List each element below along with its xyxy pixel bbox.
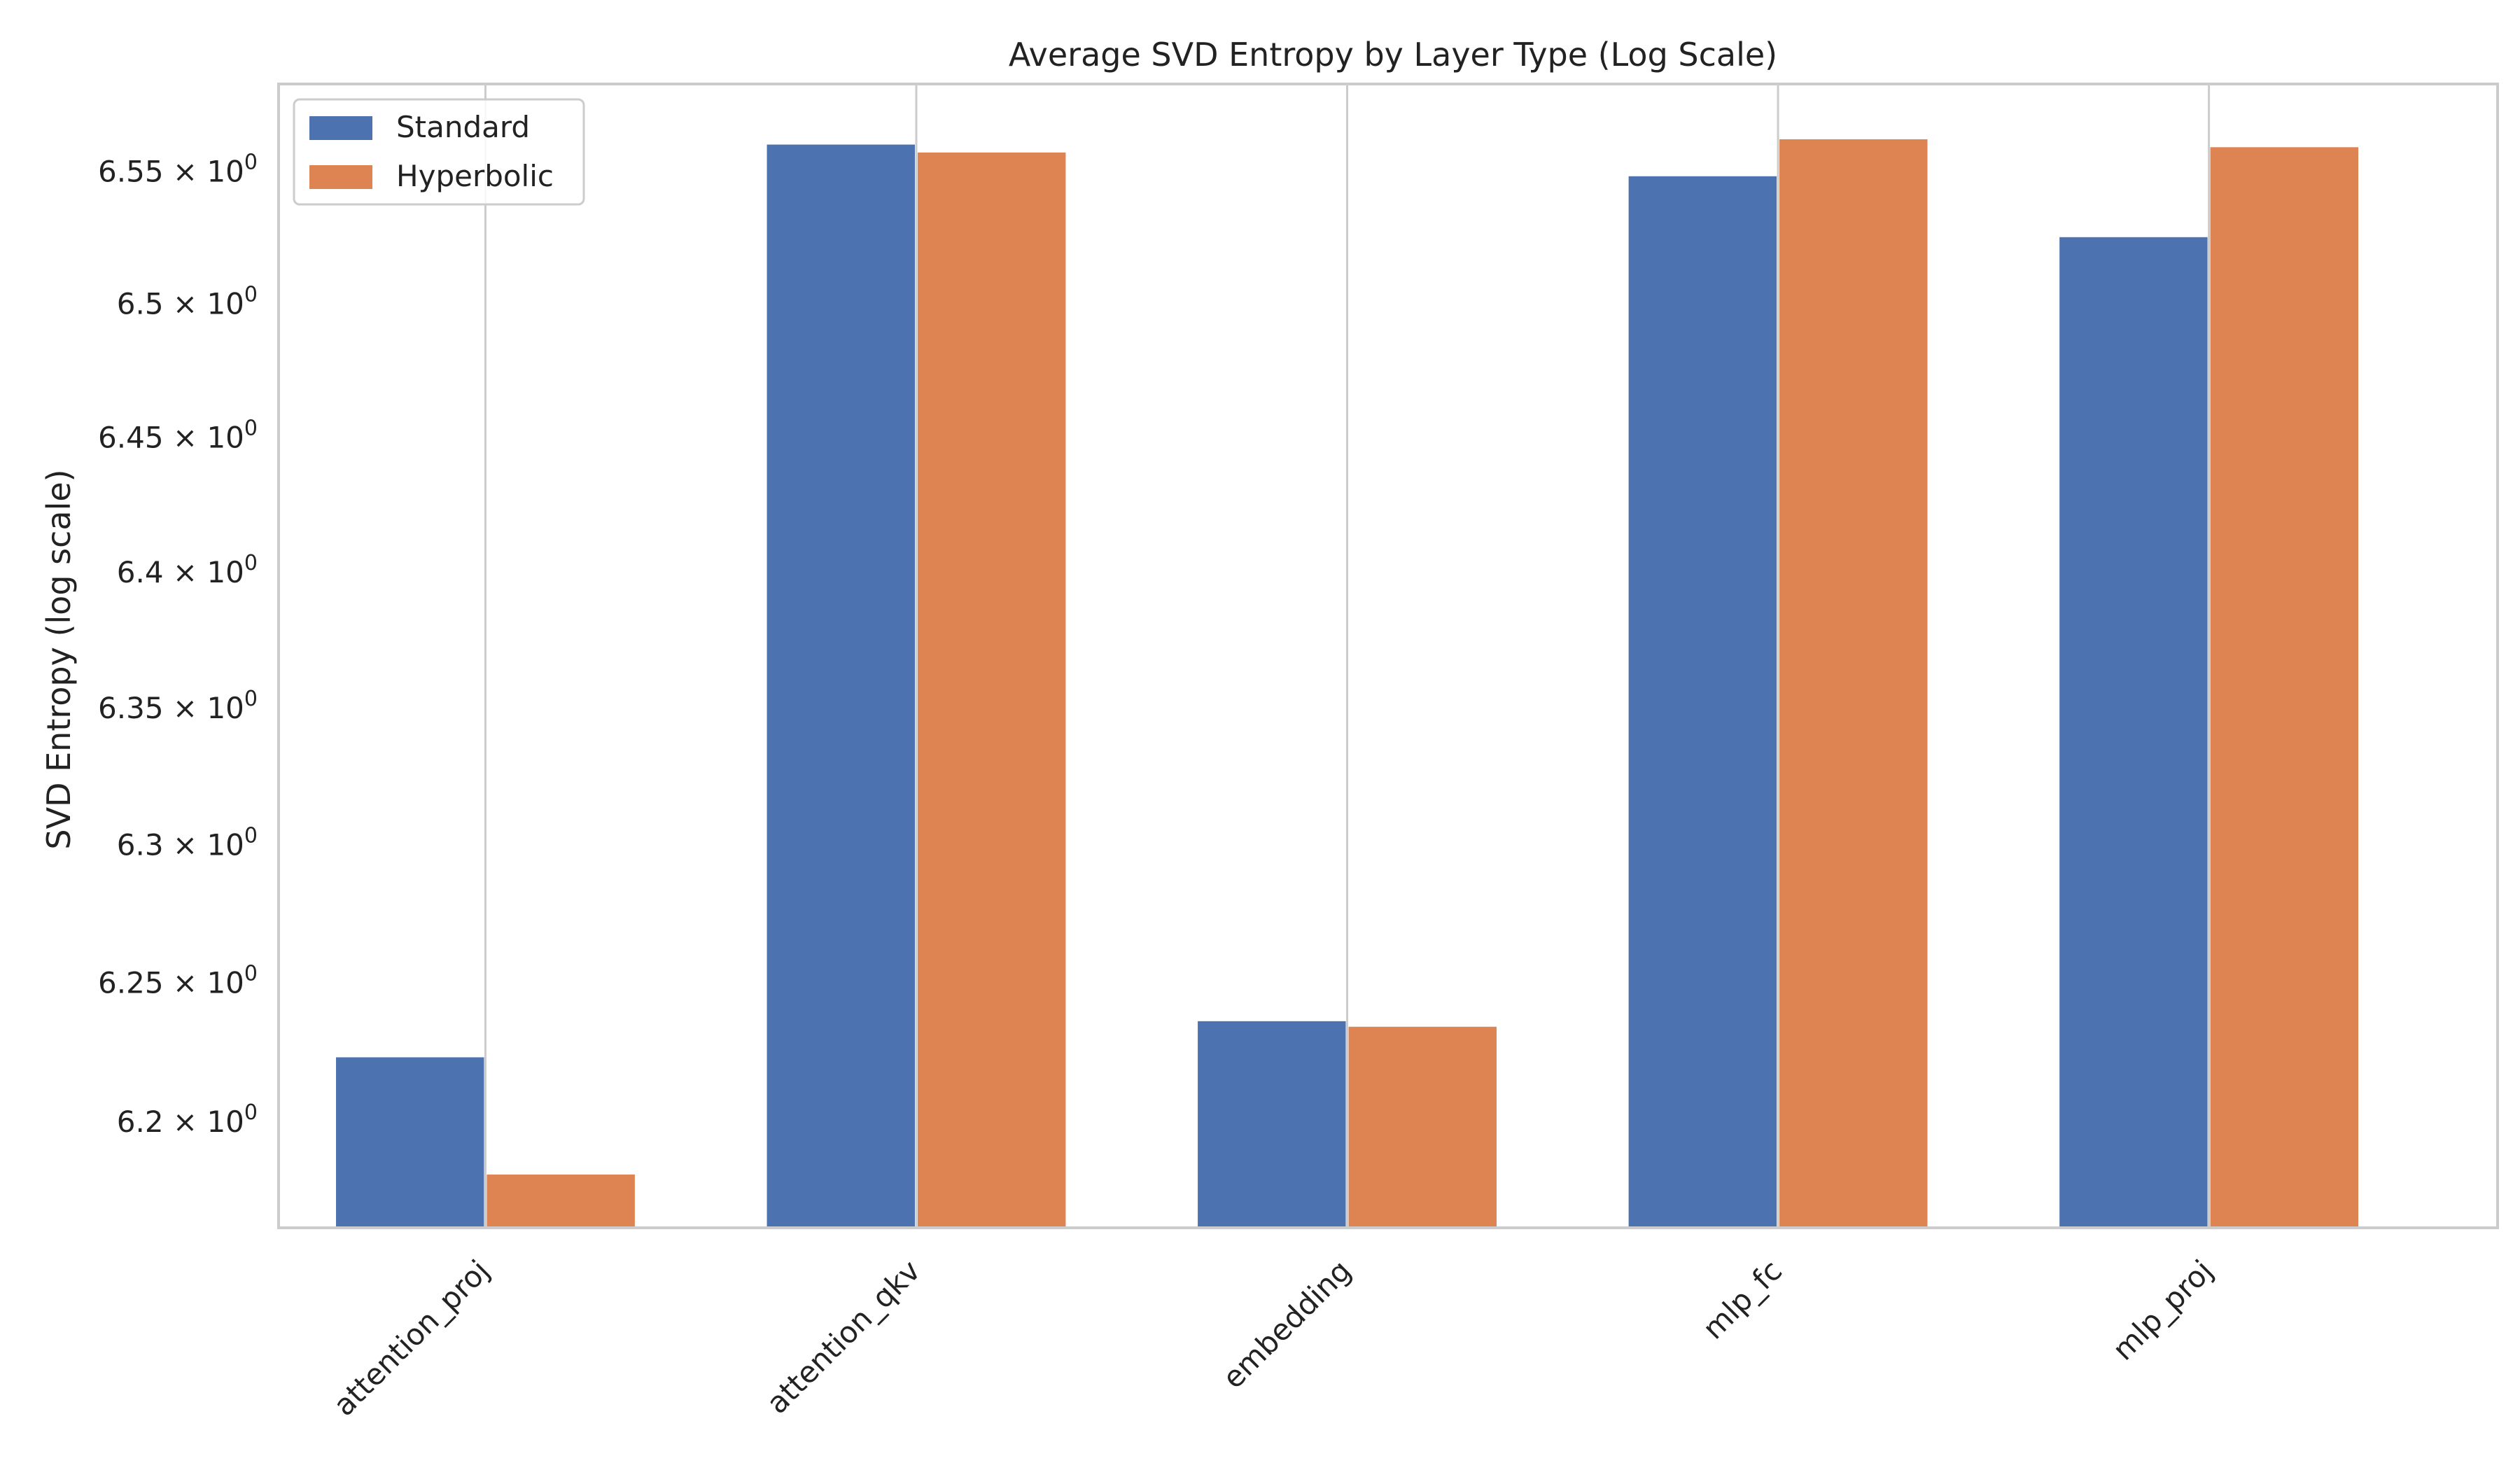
bar-hyperbolic-mlp_fc [1779,139,1928,1228]
y-tick-label: 6.35 × 100 [98,687,258,725]
plot-frame [277,83,2499,1229]
chart-title: Average SVD Entropy by Layer Type (Log S… [1009,36,1777,74]
grid-lines [484,84,2211,1228]
legend-label-hyperbolic: Hyperbolic [396,159,554,193]
x-axis-ticks: attention_proj attention_qkv embedding mlp_… [327,1253,2220,1422]
legend-swatch-standard [309,116,372,140]
y-tick-label: 6.5 × 100 [117,283,258,321]
legend: Standard Hyperbolic [293,98,585,206]
x-tick-label-attention_qkv: attention_qkv [760,1253,927,1420]
x-tick-label-mlp_proj: mlp_proj [2106,1253,2219,1366]
bar-standard-embedding [1198,1021,1346,1228]
legend-label-standard: Standard [396,110,530,144]
y-tick-label: 6.25 × 100 [98,961,258,1000]
bar-hyperbolic-embedding [1348,1026,1497,1228]
x-tick-label-mlp_fc: mlp_fc [1696,1253,1788,1345]
bar-hyperbolic-attention_proj [486,1174,635,1228]
x-tick-label-embedding: embedding [1216,1253,1358,1395]
y-tick-label: 6.2 × 100 [117,1100,258,1139]
bar-standard-mlp_proj [2059,237,2208,1228]
y-tick-label: 6.55 × 100 [98,150,258,188]
bar-standard-attention_proj [336,1057,484,1228]
y-axis-label: SVD Entropy (log scale) [40,469,78,849]
y-tick-label: 6.3 × 100 [117,823,258,862]
y-tick-label: 6.4 × 100 [117,551,258,589]
bar-standard-attention_qkv [766,144,915,1228]
bar-hyperbolic-attention_qkv [917,152,1066,1228]
bar-hyperbolic-mlp_proj [2210,147,2359,1228]
legend-swatch-hyperbolic [309,165,372,189]
bar-standard-mlp_fc [1628,176,1777,1228]
y-axis-ticks: 6.2 × 100 6.25 × 100 6.3 × 100 6.35 × 100 6.… [98,150,258,1139]
x-tick-label-attention_proj: attention_proj [327,1253,496,1422]
bars [336,139,2359,1228]
y-tick-label: 6.45 × 100 [98,416,258,455]
